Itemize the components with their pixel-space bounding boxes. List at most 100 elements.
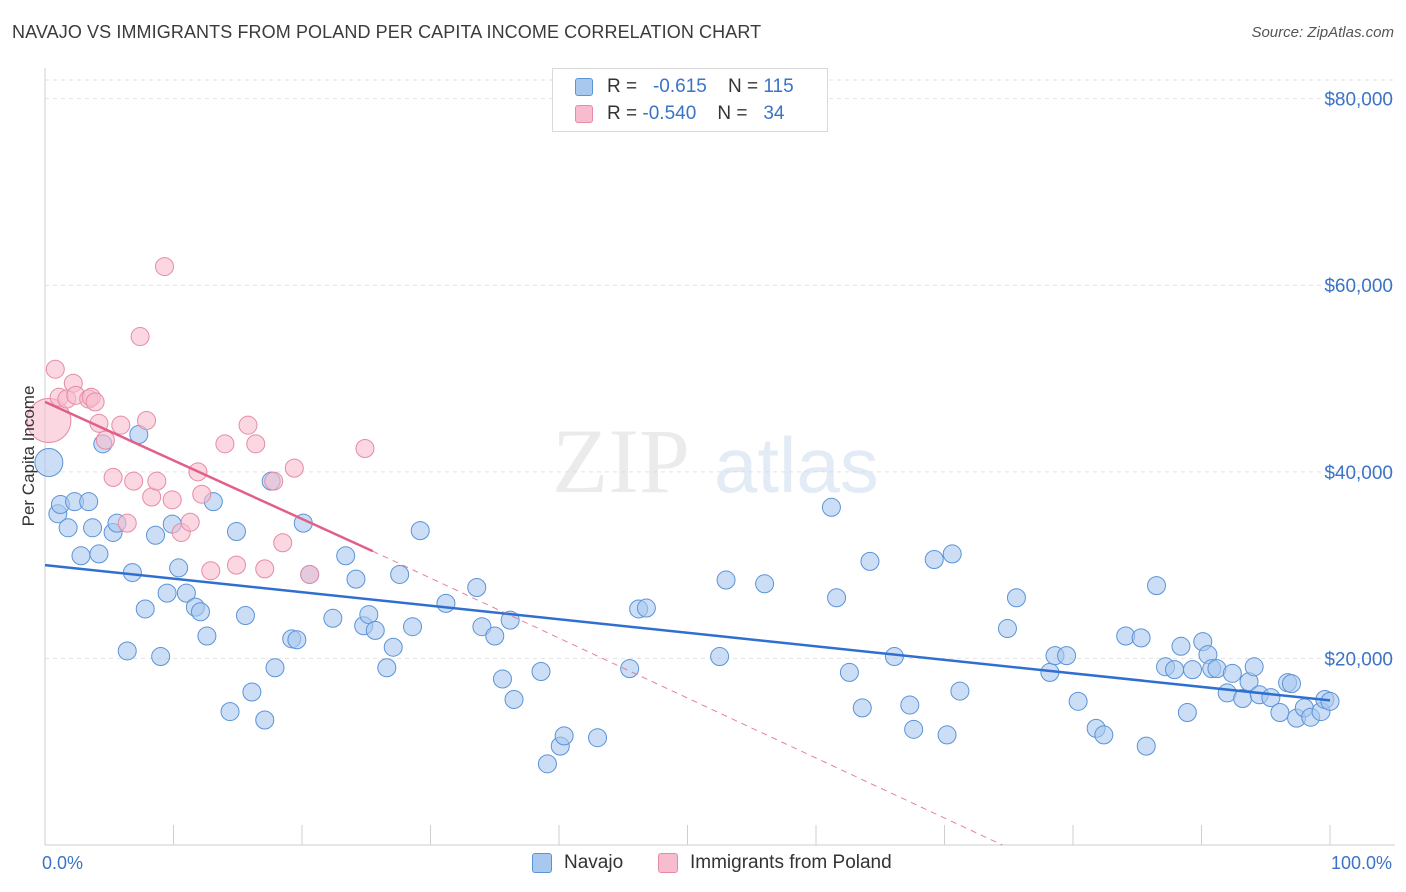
- watermark: ZIP atlas: [552, 410, 879, 512]
- navajo-legend-swatch: [532, 853, 552, 873]
- poland-point: [192, 484, 212, 504]
- r-label: R =: [607, 103, 638, 124]
- poland-point: [355, 439, 375, 459]
- navajo-point: [492, 669, 512, 689]
- y-tick-label-1: $40,000: [1324, 463, 1393, 484]
- navajo-point: [904, 719, 924, 739]
- navajo-point: [821, 497, 841, 517]
- navajo-point: [924, 550, 944, 570]
- navajo-point: [1147, 576, 1167, 596]
- navajo-point: [83, 518, 103, 538]
- x-tick-label-max: 100.0%: [1331, 853, 1392, 873]
- poland-point: [255, 559, 275, 579]
- navajo-point: [860, 551, 880, 571]
- series-legend: Navajo Immigrants from Poland: [0, 852, 1406, 878]
- navajo-point: [1270, 703, 1290, 723]
- navajo-point: [1057, 646, 1077, 666]
- navajo-point: [937, 725, 957, 745]
- navajo-point: [531, 661, 551, 681]
- navajo-point: [336, 546, 356, 566]
- poland-point: [111, 415, 131, 435]
- navajo-points: [34, 425, 1340, 774]
- navajo-point: [1281, 674, 1301, 694]
- poland-point: [246, 434, 266, 454]
- poland-point: [85, 392, 105, 412]
- navajo-point: [197, 626, 217, 646]
- poland-point: [201, 561, 221, 581]
- navajo-point: [226, 522, 246, 542]
- navajo-point: [176, 583, 196, 603]
- navajo-point: [151, 647, 171, 667]
- poland-point: [117, 513, 137, 533]
- navajo-point: [169, 558, 189, 578]
- navajo-point: [79, 492, 99, 512]
- navajo-point: [950, 681, 970, 701]
- poland-point: [147, 471, 167, 491]
- navajo-point: [1320, 691, 1340, 711]
- poland-legend-swatch: [658, 853, 678, 873]
- navajo-point: [1183, 660, 1203, 680]
- navajo-trend-line: [44, 563, 1331, 702]
- navajo-point: [997, 619, 1017, 639]
- navajo-point: [265, 658, 285, 678]
- navajo-point: [504, 689, 524, 709]
- r-label: R =: [607, 76, 638, 97]
- legend-item-poland: Immigrants from Poland: [658, 852, 892, 874]
- poland-point: [142, 487, 162, 507]
- navajo-point: [146, 525, 166, 545]
- navajo-point: [359, 605, 379, 625]
- y-tick-label-2: $60,000: [1324, 276, 1393, 297]
- poland-point: [137, 411, 157, 431]
- navajo-point: [537, 754, 557, 774]
- navajo-point: [242, 682, 262, 702]
- stats-legend: R = -0.615 N = 115 R = -0.540 N = 34: [552, 68, 828, 132]
- navajo-point: [377, 658, 397, 678]
- legend-row-navajo: R = -0.615 N = 115: [575, 75, 794, 99]
- poland-point: [130, 327, 150, 347]
- navajo-point: [410, 521, 430, 541]
- chart-title: NAVAJO VS IMMIGRANTS FROM POLAND PER CAP…: [12, 22, 762, 42]
- navajo-point: [467, 578, 487, 598]
- legend-item-navajo: Navajo: [532, 852, 623, 874]
- navajo-point: [1222, 663, 1242, 683]
- navajo-point: [117, 641, 137, 661]
- navajo-point: [1177, 703, 1197, 723]
- y-tick-label-3: $80,000: [1324, 90, 1393, 111]
- navajo-point: [827, 588, 847, 608]
- navajo-point: [403, 617, 423, 637]
- grid-lines: [45, 79, 1395, 659]
- poland-point: [264, 471, 284, 491]
- poland-point: [155, 257, 175, 277]
- poland-n-value: 34: [763, 103, 785, 124]
- poland-point: [226, 555, 246, 575]
- navajo-n-value: 115: [763, 76, 794, 97]
- poland-point: [284, 458, 304, 478]
- n-label: N =: [727, 76, 759, 97]
- poland-trend-line: [44, 400, 374, 553]
- navajo-point: [900, 695, 920, 715]
- navajo-point: [636, 598, 656, 618]
- navajo-point: [1136, 736, 1156, 756]
- y-tick-labels: $20,000 $40,000 $60,000 $80,000: [1324, 90, 1393, 671]
- poland-r-value: -0.540: [642, 103, 697, 124]
- navajo-point: [190, 602, 210, 622]
- navajo-point: [588, 728, 608, 748]
- navajo-point: [71, 546, 91, 566]
- poland-point: [162, 490, 182, 510]
- navajo-swatch: [575, 78, 593, 96]
- navajo-point: [323, 608, 343, 628]
- poland-points: [26, 257, 375, 584]
- navajo-point: [1171, 636, 1191, 656]
- poland-point: [124, 471, 144, 491]
- poland-point: [103, 467, 123, 487]
- poland-point: [45, 359, 65, 379]
- navajo-point: [390, 564, 410, 584]
- navajo-point: [436, 593, 456, 613]
- navajo-point: [235, 606, 255, 625]
- navajo-point: [1131, 628, 1151, 648]
- navajo-point: [942, 544, 962, 564]
- navajo-point: [1244, 657, 1264, 677]
- navajo-point: [157, 583, 177, 603]
- navajo-point: [716, 570, 736, 590]
